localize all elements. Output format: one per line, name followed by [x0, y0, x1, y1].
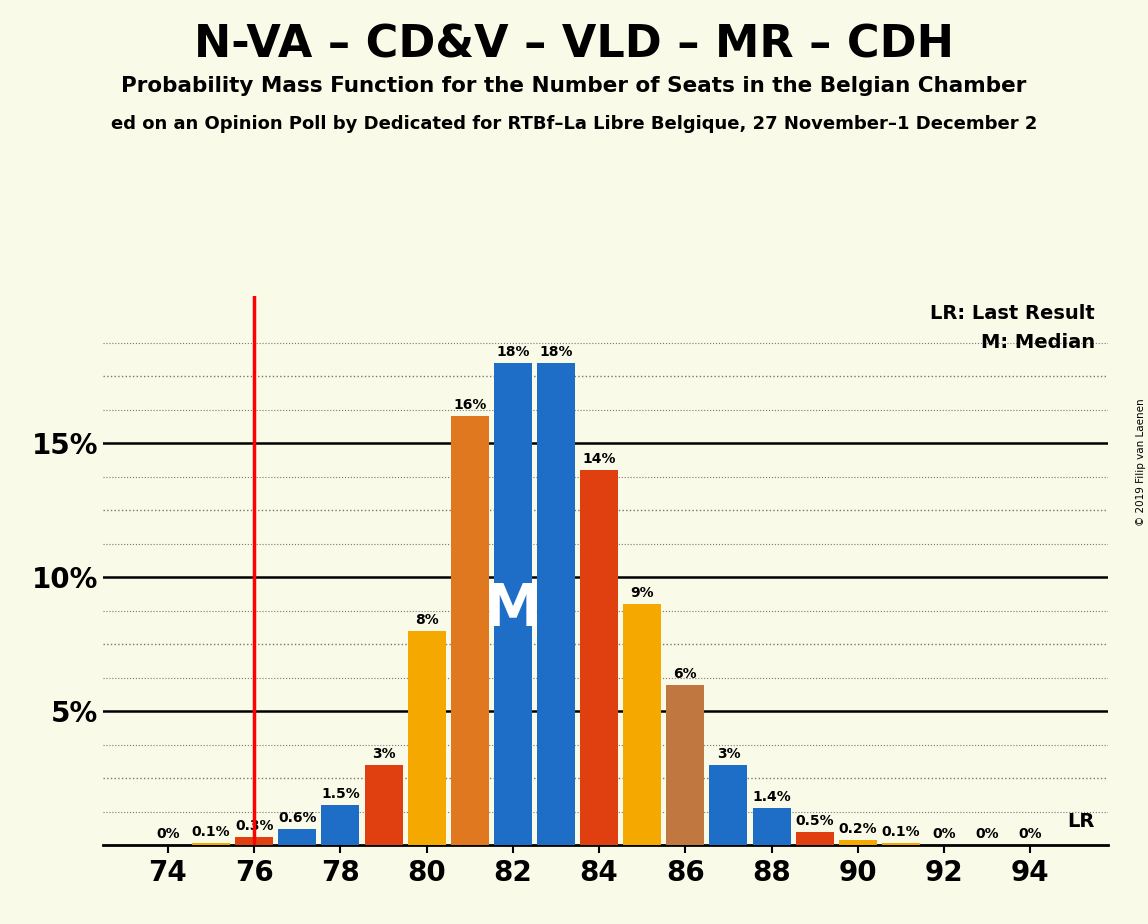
Text: 0.2%: 0.2% — [838, 822, 877, 836]
Bar — [623, 604, 661, 845]
Bar — [796, 832, 833, 845]
Text: 0%: 0% — [932, 827, 956, 842]
Bar — [408, 631, 445, 845]
Bar — [278, 830, 317, 845]
Text: 0.6%: 0.6% — [278, 811, 317, 825]
Text: M: Median: M: Median — [980, 334, 1095, 352]
Bar — [580, 470, 618, 845]
Text: 0.1%: 0.1% — [192, 825, 231, 839]
Text: 8%: 8% — [414, 613, 439, 626]
Text: 18%: 18% — [540, 345, 573, 359]
Bar — [192, 843, 230, 845]
Text: 1.5%: 1.5% — [321, 787, 359, 801]
Text: Probability Mass Function for the Number of Seats in the Belgian Chamber: Probability Mass Function for the Number… — [122, 76, 1026, 96]
Text: 3%: 3% — [372, 747, 395, 761]
Text: 18%: 18% — [496, 345, 529, 359]
Text: 9%: 9% — [630, 586, 654, 600]
Text: N-VA – CD&V – VLD – MR – CDH: N-VA – CD&V – VLD – MR – CDH — [194, 23, 954, 67]
Text: 14%: 14% — [582, 452, 615, 466]
Text: LR: LR — [1068, 811, 1095, 831]
Bar — [235, 837, 273, 845]
Text: 0%: 0% — [1018, 827, 1042, 842]
Bar — [451, 417, 489, 845]
Text: 0%: 0% — [976, 827, 999, 842]
Bar — [365, 765, 403, 845]
Bar — [494, 363, 532, 845]
Text: 6%: 6% — [674, 666, 697, 680]
Bar — [666, 685, 704, 845]
Bar — [709, 765, 747, 845]
Text: © 2019 Filip van Laenen: © 2019 Filip van Laenen — [1135, 398, 1146, 526]
Bar — [882, 843, 920, 845]
Text: 0.5%: 0.5% — [796, 814, 833, 828]
Bar — [839, 840, 877, 845]
Text: ed on an Opinion Poll by Dedicated for RTBf–La Libre Belgique, 27 November–1 Dec: ed on an Opinion Poll by Dedicated for R… — [111, 115, 1037, 132]
Text: 0%: 0% — [156, 827, 180, 842]
Text: 0.3%: 0.3% — [235, 820, 273, 833]
Text: 0.1%: 0.1% — [882, 825, 921, 839]
Text: 1.4%: 1.4% — [752, 790, 791, 804]
Text: 16%: 16% — [453, 398, 487, 412]
Bar — [537, 363, 575, 845]
Text: 3%: 3% — [716, 747, 740, 761]
Text: M: M — [483, 581, 542, 638]
Text: LR: Last Result: LR: Last Result — [930, 304, 1095, 322]
Bar — [753, 808, 791, 845]
Bar — [321, 805, 359, 845]
